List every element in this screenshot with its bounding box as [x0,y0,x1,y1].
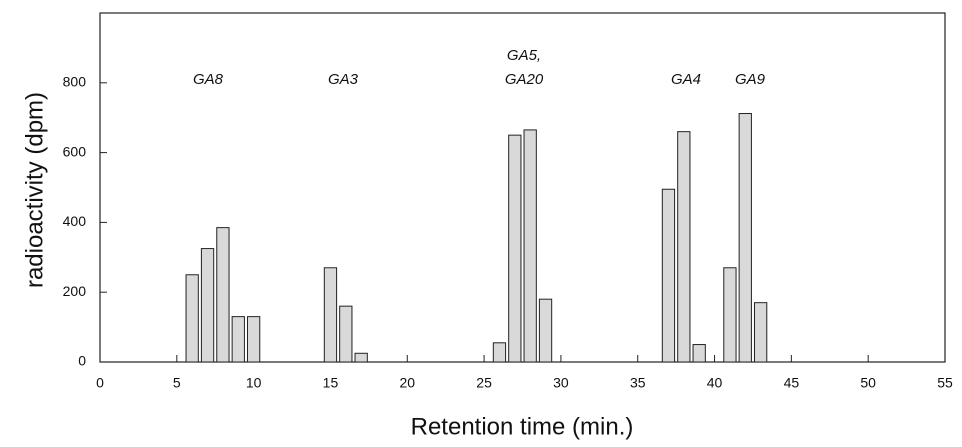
bar [538,298,553,363]
bar [523,129,537,363]
bar [738,113,752,363]
x-tick-label: 50 [860,375,876,391]
peak-annotation: GA8 [193,71,224,88]
x-tick-label: 25 [476,375,492,391]
y-tick-label: 800 [63,74,87,90]
bar [661,188,676,363]
x-tick-label: 40 [707,375,723,391]
bar [692,344,706,363]
bar [323,267,338,363]
plot-frame [99,12,946,363]
bar [354,352,368,363]
peak-annotation: GA5, [507,47,541,64]
peak-annotation: GA4 [671,71,701,88]
x-tick-label: 5 [173,375,181,391]
x-tick-label: 30 [553,375,569,391]
bar [753,302,768,363]
x-tick-label: 15 [323,375,339,391]
bar [677,131,691,363]
bar [216,227,230,363]
x-tick-label: 0 [96,375,104,391]
x-tick-label: 35 [630,375,646,391]
x-tick-label: 55 [937,375,953,391]
peak-annotation: GA3 [328,71,359,88]
bar [508,134,522,363]
y-tick-label: 600 [63,143,87,159]
peak-annotation: GA20 [505,71,544,88]
x-tick-label: 10 [246,375,262,391]
bar [231,316,245,363]
y-tick-label: 400 [63,213,87,229]
x-tick-label: 20 [399,375,415,391]
peak-annotation: GA9 [735,71,766,88]
y-axis-label: radioactivity (dpm) [21,92,48,288]
y-tick-label: 200 [63,283,87,299]
bar [200,248,215,363]
bar [246,316,261,363]
x-tick-label: 45 [784,375,800,391]
bar [185,274,199,363]
bar [339,305,353,363]
bar [723,267,737,363]
x-axis-label: Retention time (min.) [411,413,634,440]
bar [492,342,507,363]
y-tick-label: 0 [78,353,86,369]
